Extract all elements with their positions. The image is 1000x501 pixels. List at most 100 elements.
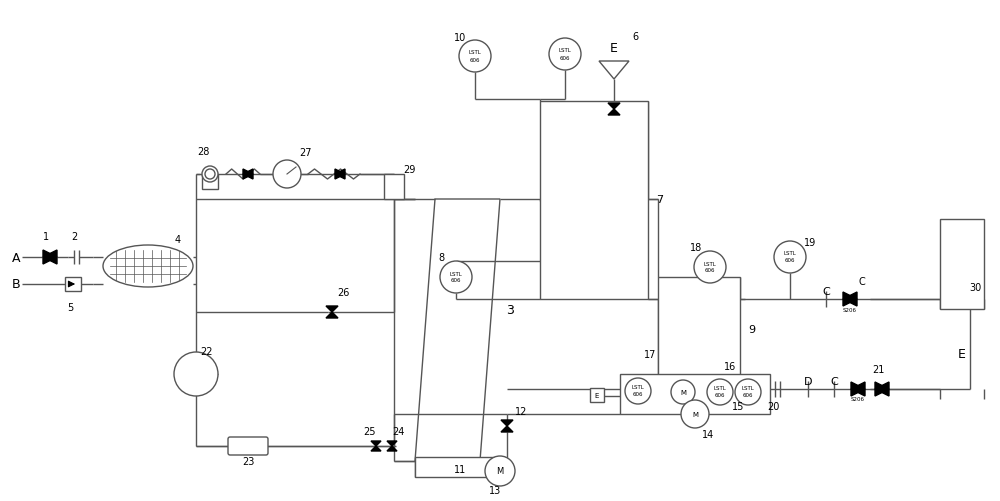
Text: M: M [496, 466, 504, 475]
Text: 4: 4 [175, 234, 181, 244]
Polygon shape [335, 170, 345, 180]
Text: 14: 14 [702, 429, 714, 439]
Text: 13: 13 [489, 485, 501, 495]
Polygon shape [387, 446, 397, 451]
Polygon shape [371, 441, 381, 446]
Text: E: E [958, 348, 966, 361]
Text: 9: 9 [748, 324, 756, 334]
Circle shape [202, 167, 218, 183]
Polygon shape [608, 110, 620, 116]
Polygon shape [243, 170, 253, 180]
Polygon shape [599, 62, 629, 80]
Text: 27: 27 [299, 148, 311, 158]
Polygon shape [851, 382, 865, 396]
Text: 26: 26 [337, 288, 349, 298]
Circle shape [735, 379, 761, 405]
Text: 15: 15 [732, 401, 744, 411]
Text: 606: 606 [633, 392, 643, 397]
Text: C: C [859, 277, 865, 287]
Text: A: A [12, 251, 20, 264]
Circle shape [774, 241, 806, 274]
Text: E: E [610, 42, 618, 55]
Text: LSTL: LSTL [632, 385, 644, 390]
Text: 12: 12 [515, 406, 527, 416]
Text: 23: 23 [242, 456, 254, 466]
Circle shape [273, 161, 301, 188]
Text: 606: 606 [560, 56, 570, 61]
Polygon shape [371, 446, 381, 451]
Text: 606: 606 [743, 393, 753, 398]
Text: 606: 606 [705, 268, 715, 273]
Text: 2: 2 [71, 231, 77, 241]
Polygon shape [851, 382, 865, 396]
Circle shape [485, 456, 515, 486]
Text: C: C [822, 287, 830, 297]
Text: 5: 5 [67, 303, 73, 313]
FancyBboxPatch shape [228, 437, 268, 455]
Circle shape [707, 379, 733, 405]
Text: 3: 3 [506, 303, 514, 316]
Text: 18: 18 [690, 242, 702, 253]
Bar [202, 175, 218, 189]
Text: 11: 11 [454, 464, 466, 474]
Bar [940, 219, 984, 310]
Text: S206: S206 [843, 307, 857, 312]
Circle shape [694, 252, 726, 284]
Text: 19: 19 [804, 237, 816, 247]
Polygon shape [415, 199, 500, 461]
Text: 25: 25 [363, 426, 375, 436]
Text: 10: 10 [454, 33, 466, 43]
Text: LSTL: LSTL [469, 51, 481, 56]
Polygon shape [387, 441, 397, 446]
Text: 606: 606 [785, 258, 795, 263]
Polygon shape [608, 104, 620, 110]
Bar [620, 374, 770, 414]
Polygon shape [501, 420, 513, 426]
Bar [65, 278, 81, 292]
Text: 8: 8 [438, 253, 444, 263]
Circle shape [681, 400, 709, 428]
Text: LSTL: LSTL [704, 261, 716, 266]
Bar [590, 388, 604, 402]
Polygon shape [501, 426, 513, 432]
Text: 17: 17 [644, 349, 656, 359]
Polygon shape [243, 170, 253, 180]
Text: LSTL: LSTL [784, 251, 796, 256]
Polygon shape [43, 250, 57, 265]
Bar [384, 175, 404, 199]
Bar [540, 102, 648, 300]
Bar [415, 457, 505, 477]
Circle shape [625, 378, 651, 404]
Text: 28: 28 [197, 147, 209, 157]
Circle shape [205, 170, 215, 180]
Text: 29: 29 [403, 165, 415, 175]
Polygon shape [843, 293, 857, 307]
Text: LSTL: LSTL [559, 49, 571, 54]
Text: 20: 20 [767, 401, 779, 411]
Circle shape [174, 352, 218, 396]
Text: S206: S206 [851, 397, 865, 402]
Text: LSTL: LSTL [742, 386, 754, 391]
Text: E: E [595, 392, 599, 398]
Text: C: C [830, 376, 838, 386]
Text: M: M [692, 411, 698, 417]
Text: LSTL: LSTL [714, 386, 726, 391]
Text: LSTL: LSTL [450, 271, 462, 276]
Circle shape [459, 41, 491, 73]
Text: 606: 606 [715, 393, 725, 398]
Text: 1: 1 [43, 231, 49, 241]
Polygon shape [843, 293, 857, 307]
Bar [658, 278, 740, 394]
Text: D: D [804, 376, 812, 386]
Circle shape [671, 380, 695, 404]
Circle shape [440, 262, 472, 294]
Text: 6: 6 [632, 32, 638, 42]
Polygon shape [335, 170, 345, 180]
Text: M: M [680, 389, 686, 395]
Text: B: B [12, 278, 20, 291]
Text: 16: 16 [724, 361, 736, 371]
Ellipse shape [103, 245, 193, 288]
Polygon shape [326, 313, 338, 318]
Text: 22: 22 [200, 346, 212, 356]
Text: 606: 606 [451, 278, 461, 283]
